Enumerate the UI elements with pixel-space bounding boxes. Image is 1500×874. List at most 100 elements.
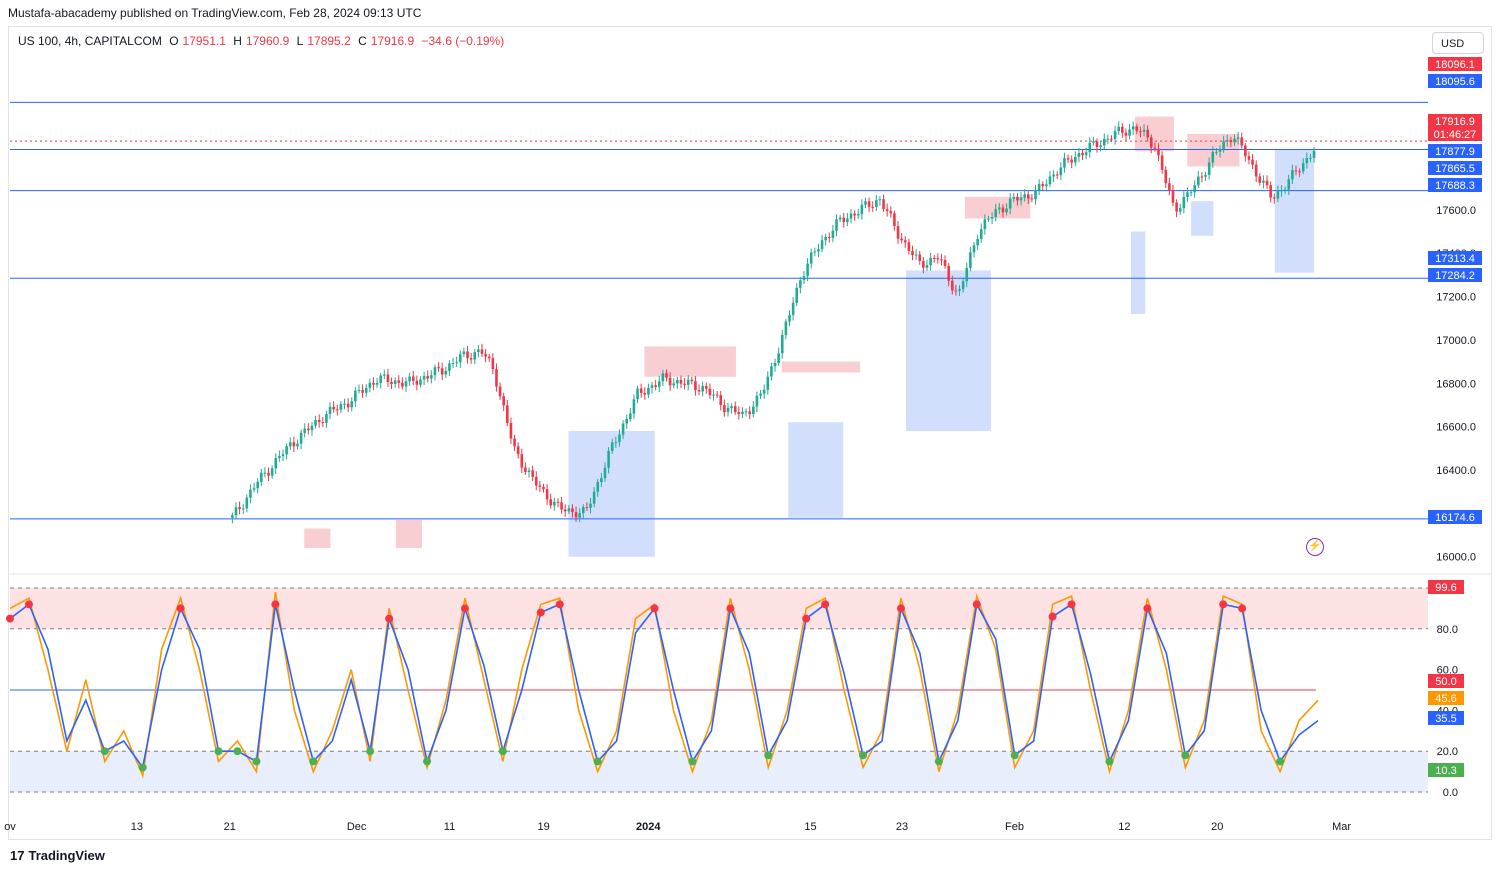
price-tick-label: 16800.0	[1436, 378, 1476, 390]
close-value: 17916.9	[370, 34, 415, 48]
price-label-text: 17284.2	[1435, 270, 1475, 282]
candle-body	[267, 472, 270, 476]
open-label: O	[169, 34, 179, 48]
candle-body	[571, 508, 574, 513]
candle-body	[1099, 145, 1102, 148]
time-tick-label: 12	[1118, 821, 1130, 833]
candle-body	[1225, 140, 1229, 142]
candle-body	[310, 425, 314, 431]
candle-body	[506, 405, 509, 423]
candle-body	[1074, 156, 1077, 163]
signal-dot-bottom	[764, 751, 773, 760]
candle-body	[806, 263, 809, 277]
candle-body	[979, 229, 983, 239]
signal-dot-top	[650, 604, 659, 613]
candle-body	[534, 476, 538, 486]
candle-body	[245, 497, 249, 509]
candle-body	[1215, 151, 1218, 153]
price-tick-label: 17000.0	[1436, 335, 1476, 347]
signal-dot-bottom	[934, 757, 943, 766]
candle-body	[241, 508, 245, 510]
symbol-name[interactable]: US 100, 4h, CAPITALCOM	[18, 34, 162, 48]
candle-body	[788, 315, 791, 322]
candle-body	[694, 381, 697, 391]
candle-body	[1048, 176, 1052, 185]
candle-body	[458, 354, 462, 363]
candle-body	[1034, 190, 1037, 200]
candle-body	[274, 458, 278, 469]
stoch-label-text: 10.3	[1435, 765, 1456, 777]
candle-body	[455, 362, 458, 364]
candle-body	[998, 207, 1001, 210]
candle-body	[1294, 170, 1298, 172]
candle-body	[1124, 132, 1128, 136]
candle-body	[383, 374, 386, 376]
candle-body	[1204, 174, 1207, 177]
candle-body	[860, 204, 864, 215]
candle-body	[296, 443, 299, 447]
candle-body	[1200, 176, 1204, 178]
candle-body	[314, 419, 317, 426]
signal-dot-bottom	[498, 747, 507, 756]
price-tick-label: 17200.0	[1436, 292, 1476, 304]
tradingview-logo-mark: 17	[10, 848, 25, 863]
time-axis[interactable]: ov 13 21 Dec 11 19 2024 15 23 Feb 12 20 Mar	[4, 821, 1351, 833]
candle-body	[701, 385, 704, 392]
candle-body	[990, 217, 994, 219]
candle-body	[907, 242, 911, 252]
candle-body	[1291, 170, 1294, 180]
candle-body	[473, 352, 477, 360]
candle-body	[889, 211, 893, 214]
candle-body	[726, 408, 730, 413]
candle-body	[1301, 163, 1305, 172]
zone-2	[905, 270, 991, 431]
candle-body	[288, 442, 292, 447]
lightning-icon[interactable]: ⚡	[1306, 538, 1324, 556]
candle-body	[1063, 158, 1066, 168]
candle-body	[589, 503, 592, 508]
candle-body	[1175, 202, 1178, 212]
zone-8	[644, 346, 736, 377]
candle-body	[791, 302, 795, 316]
candle-body	[780, 334, 784, 354]
candle-body	[610, 442, 614, 451]
candle-body	[1244, 145, 1247, 157]
stochastic-lines	[6, 591, 1319, 779]
oversold-band	[10, 751, 1428, 792]
stoch-label-box	[1428, 763, 1464, 777]
symbol-legend[interactable]: US 100, 4h, CAPITALCOM O 17951.1 H 17960.9…	[18, 34, 508, 48]
signal-dot-top	[896, 604, 905, 613]
candle-body	[1092, 141, 1095, 143]
stoch-label-text: 45.6	[1435, 693, 1456, 705]
candle-body	[940, 259, 943, 261]
candle-body	[509, 422, 513, 439]
zone-3	[1130, 231, 1146, 314]
candles	[231, 121, 1316, 524]
candle-body	[361, 389, 364, 393]
signal-dot-top	[536, 608, 545, 617]
zone-7	[395, 519, 423, 549]
zone-9	[781, 361, 861, 373]
candle-body	[520, 454, 524, 468]
currency-button[interactable]: USD	[1432, 32, 1484, 54]
signal-dot-top	[1067, 600, 1076, 609]
candle-body	[1178, 208, 1182, 212]
candle-body	[936, 258, 940, 260]
zone-1	[788, 422, 844, 518]
horizontal-levels[interactable]	[10, 101, 1428, 520]
candle-body	[270, 468, 274, 476]
candle-body	[231, 515, 234, 518]
publish-info: Mustafa-abacademy published on TradingVi…	[8, 6, 422, 20]
zone-6	[304, 528, 331, 549]
candle-body	[553, 501, 556, 506]
time-tick-label: Dec	[347, 821, 367, 833]
candle-body	[256, 481, 259, 489]
tradingview-logo[interactable]: 17 TradingView	[10, 848, 105, 863]
zone-5	[1274, 149, 1315, 273]
signal-dot-bottom	[1276, 757, 1285, 766]
candle-body	[1052, 174, 1055, 177]
candle-body	[1272, 197, 1276, 199]
candle-body	[560, 502, 563, 510]
candle-body	[969, 252, 972, 268]
